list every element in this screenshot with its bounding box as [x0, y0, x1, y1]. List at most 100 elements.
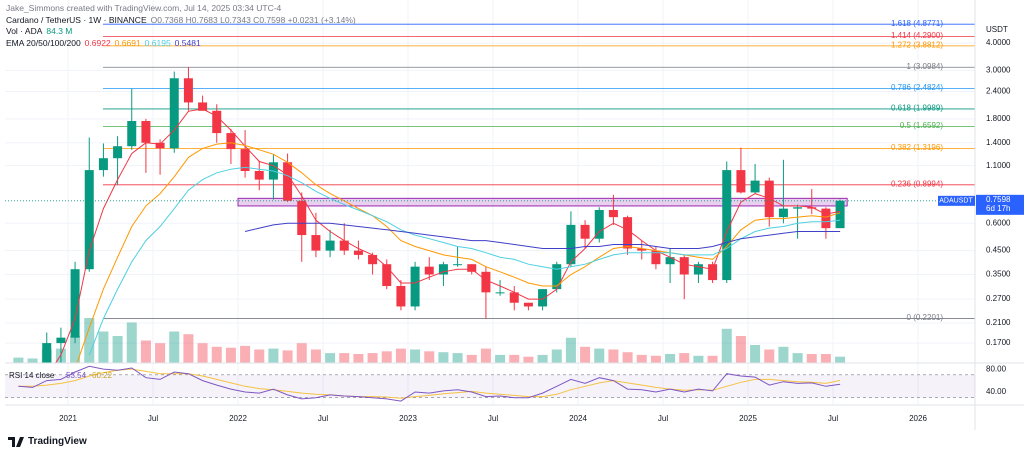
volume-bar [84, 318, 95, 363]
volume-bar [820, 354, 831, 363]
volume-bar [254, 349, 265, 363]
candle-body [566, 224, 576, 265]
ema-label: EMA 20/50/100/200 [6, 37, 81, 48]
volume-bar [381, 351, 392, 363]
candle-body [580, 224, 590, 239]
candle-body [183, 78, 193, 103]
volume-bar [523, 356, 534, 363]
ema-line [244, 222, 841, 249]
symbol-row: Cardano / TetherUS · 1W · BINANCE O0.7368… [6, 15, 360, 27]
y-tick-label: 1.8000 [986, 114, 1011, 123]
volume-bar [509, 354, 520, 363]
candle-body [552, 264, 562, 290]
volume-bar [650, 355, 661, 363]
credit: Jake_Simmons created with TradingView.co… [6, 3, 282, 13]
candle-body [821, 208, 831, 229]
volume-bar [551, 349, 562, 363]
candle-body [722, 170, 732, 281]
candle-body [693, 264, 703, 275]
volume-bar [140, 340, 151, 363]
volume-bar [679, 353, 690, 363]
zone [237, 197, 848, 207]
x-tick-label: 2022 [229, 414, 247, 423]
candle-body [509, 292, 519, 303]
candle-body [835, 200, 845, 229]
axis-layer: 4.0000 3.0000 2.4000 1.8000 1.4000 1.1000 0.60… [59, 19, 1024, 423]
candle-body [98, 158, 108, 171]
volume-bar [565, 337, 576, 363]
volume-bar [721, 328, 732, 363]
candle-body [736, 170, 746, 193]
volume-bar [594, 348, 605, 363]
candle-body [807, 207, 817, 209]
volume-bar [636, 354, 647, 363]
currency-label: USDT [986, 25, 1008, 34]
candle-body [651, 250, 661, 265]
volume-bar [608, 349, 619, 363]
price-tag [976, 194, 1024, 215]
volume-bar [339, 353, 350, 363]
volume-bar [155, 343, 166, 363]
fib-label: 0.786 (2.4824) [891, 83, 943, 92]
volume-bar [197, 343, 208, 363]
candle-body [70, 269, 80, 338]
volume-bar [735, 336, 746, 363]
volume-bar [353, 354, 364, 363]
candle-body [198, 102, 208, 111]
x-tick-label: 2021 [59, 414, 77, 423]
candle-body [141, 121, 151, 143]
symbol-tag [938, 195, 975, 206]
fib-label: 0.5 (1.6592) [900, 121, 943, 130]
volume-row: Vol · ADA 84.3 M [6, 26, 360, 38]
candle-body [438, 264, 448, 275]
volume-bar [183, 334, 194, 363]
volume-bar [707, 355, 718, 363]
rsi-line [18, 365, 841, 402]
candle-body [396, 286, 406, 307]
candle-body [665, 257, 675, 265]
volume-bar [410, 349, 421, 363]
y-tick-label: 0.6000 [986, 218, 1011, 227]
volume-label: Vol · ADA [6, 26, 43, 36]
rsi-label: RSI 14 close [9, 371, 55, 380]
volume-bar [169, 331, 180, 363]
y-tick-label: 2.4000 [986, 87, 1011, 96]
candle-body [637, 248, 647, 251]
candle-body [169, 78, 179, 149]
candle-body [240, 149, 250, 172]
volume-layer [13, 318, 846, 363]
volume-bar [466, 354, 477, 363]
y-tick-label: 0.3500 [986, 270, 1011, 279]
volume-bar [438, 352, 449, 363]
fib-label: 0.618 (1.9989) [891, 104, 943, 113]
volume-bar [495, 354, 506, 363]
candle-body [113, 146, 123, 159]
candle-body [523, 302, 533, 307]
candle-body [538, 289, 548, 307]
volume-bar [750, 345, 761, 363]
candle-body [424, 266, 434, 275]
y-tick-label: 3.0000 [986, 65, 1011, 74]
logo [8, 436, 24, 447]
price-tag-value: 0.7598 [986, 195, 1011, 204]
candle-body [750, 180, 760, 193]
volume-bar [622, 352, 633, 363]
candle-body [453, 264, 463, 266]
candle-body [42, 343, 52, 363]
x-tick-label: 2026 [909, 414, 927, 423]
x-tick-label: 2025 [739, 414, 757, 423]
fib-label: 1 (3.0984) [907, 62, 944, 71]
candle-body [368, 254, 378, 265]
candle-body [226, 133, 236, 150]
candle-body [254, 171, 264, 180]
y-tick-label: 4.0000 [986, 38, 1011, 47]
volume-bar [395, 348, 406, 363]
y-tick-label: 0.1700 [986, 338, 1011, 347]
ema-last: 0.5481 [174, 37, 201, 48]
fib-label: 1.414 (4.2900) [891, 31, 943, 40]
ema-row: EMA 20/50/100/200 0.6922 0.6691 0.6195 0.548… [6, 38, 360, 50]
volume-bar [282, 350, 293, 363]
volume-bar [211, 346, 222, 363]
ema-last: 0.6922 [84, 37, 111, 48]
